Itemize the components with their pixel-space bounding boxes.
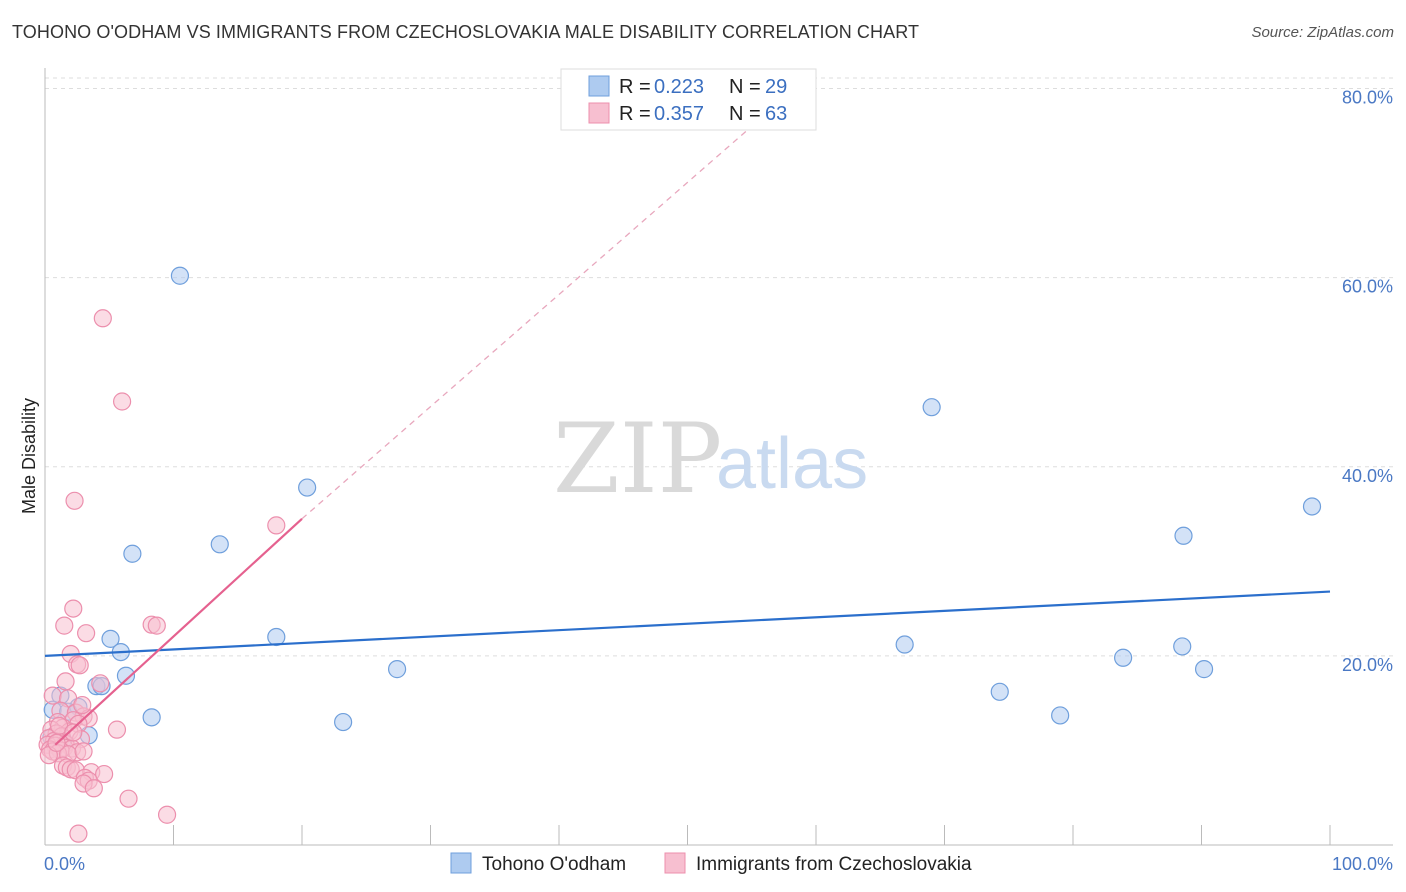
y-tick-label-1: 40.0% [1342,466,1393,486]
point-blue-0 [170,266,190,285]
point-pink-12 [56,672,75,691]
point-blue-16 [334,712,353,732]
point-blue-2 [210,535,229,554]
point-pink-8 [77,624,96,643]
point-blue-15 [142,708,161,727]
point-pink-57 [157,805,177,824]
point-blue-21 [1174,526,1193,545]
legend-r-value-blue: 0.223 [654,76,704,98]
y-tick-label-3: 80.0% [1342,88,1393,108]
trend-line-blue [44,590,1331,657]
legend-n-value-pink: 63 [765,103,787,125]
point-blue-26 [1194,660,1214,679]
point-pink-56 [119,789,138,808]
watermark: ZIP atlas [553,403,868,515]
series-legend: Tohono O'odham Immigrants from Czechoslo… [450,852,972,875]
axes [44,68,1393,846]
legend-swatch-pink [588,102,610,124]
watermark-atlas: atlas [716,424,868,504]
point-pink-13 [91,674,110,693]
legend-n-label-blue: N = [729,76,761,98]
point-pink-2 [65,491,84,510]
y-tick-label-2: 60.0% [1342,277,1393,297]
point-pink-58 [69,824,88,843]
point-blue-3 [123,544,142,563]
bottom-legend-label-blue: Tohono O'odham [482,854,626,875]
trend-line-pink [54,517,303,746]
y-tick-label-0: 20.0% [1342,655,1393,675]
legend-r-label-pink: R = [619,103,651,125]
point-blue-7 [116,666,136,685]
point-pink-1 [112,392,132,411]
point-blue-28 [1051,706,1070,725]
point-pink-51 [95,764,114,784]
point-blue-24 [1114,648,1133,667]
legend-swatch-blue [588,75,610,97]
x-tick-label-0: 0.0% [44,854,85,874]
correlation-legend: R = 0.223 N = 29 R = 0.357 N = 63 [560,68,817,131]
point-pink-14 [43,686,62,705]
x-tick-label-1: 100.0% [1332,854,1393,874]
point-pink-7 [147,616,166,635]
bottom-legend-swatch-blue [450,852,472,874]
point-blue-4 [101,629,120,648]
point-pink-4 [64,599,83,618]
point-blue-20 [922,398,941,417]
point-blue-23 [895,635,914,654]
trend-extension-pink [301,125,753,520]
data-points [38,266,1322,843]
point-blue-27 [990,682,1009,701]
watermark-zip: ZIP [553,403,722,515]
point-blue-10 [387,660,407,679]
legend-n-label-pink: N = [729,103,761,125]
point-blue-25 [1173,637,1192,656]
point-blue-5 [267,627,286,647]
bottom-legend-swatch-pink [664,852,686,874]
source-label: Source: ZipAtlas.com [1251,24,1394,41]
point-pink-55 [84,779,103,798]
bottom-legend-label-pink: Immigrants from Czechoslovakia [696,854,972,875]
point-pink-11 [70,656,89,675]
point-pink-0 [93,309,112,328]
legend-r-value-pink: 0.357 [654,103,704,125]
y-axis-label: Male Disability [19,398,39,514]
point-pink-3 [267,516,286,535]
point-pink-61 [64,723,83,742]
point-pink-59 [73,695,92,715]
legend-r-label-blue: R = [619,76,651,98]
point-blue-22 [1302,497,1322,516]
tick-labels: 20.0% 40.0% 60.0% 80.0% 0.0% 100.0% [44,88,1393,875]
point-pink-25 [107,720,127,739]
legend-n-value-blue: 29 [765,76,787,98]
point-blue-1 [298,478,317,497]
point-pink-5 [55,616,74,635]
point-pink-45 [74,742,93,761]
chart-title: TOHONO O'ODHAM VS IMMIGRANTS FROM CZECHO… [12,22,920,42]
trend-lines [44,125,1331,746]
